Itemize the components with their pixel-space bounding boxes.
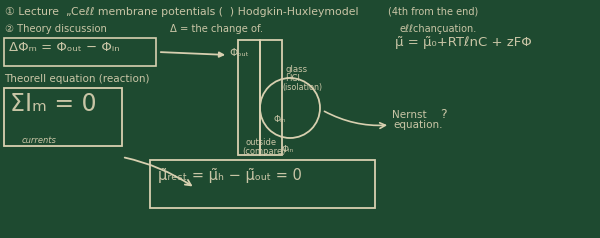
Text: currents: currents [22, 136, 57, 145]
Text: (4th from the end): (4th from the end) [388, 7, 478, 17]
Text: Theorell equation (reaction): Theorell equation (reaction) [4, 74, 149, 84]
Text: ?: ? [440, 108, 446, 121]
Text: (isolation): (isolation) [282, 83, 322, 92]
Bar [150, 160, 375, 208]
Text: outside: outside [246, 138, 277, 147]
Text: ② Theory discussion: ② Theory discussion [5, 24, 107, 34]
Text: Δ = the change of.: Δ = the change of. [170, 24, 263, 34]
Text: (compare): (compare) [242, 147, 286, 156]
Text: Φᵢₙ: Φᵢₙ [274, 115, 286, 124]
Bar [4, 88, 122, 146]
Bar [238, 40, 260, 155]
Text: μ̃ᵣₑₛₜ = μ̃ₕ − μ̃ₒᵤₜ = 0: μ̃ᵣₑₛₜ = μ̃ₕ − μ̃ₒᵤₜ = 0 [158, 168, 302, 183]
Text: μ̃ = μ̃₀+RTℓnC + zFΦ: μ̃ = μ̃₀+RTℓnC + zFΦ [395, 36, 532, 49]
Text: Nernst: Nernst [392, 110, 427, 120]
Text: Φₒᵤₜ: Φₒᵤₜ [229, 48, 249, 58]
Text: equation.: equation. [393, 120, 443, 130]
Bar [260, 40, 282, 155]
Text: ① Lecture  „Ceℓℓ membrane potentials (  ) Hodgkin-Huxleymodel: ① Lecture „Ceℓℓ membrane potentials ( ) … [5, 7, 359, 17]
Text: HCl: HCl [285, 74, 300, 83]
Text: glass: glass [285, 65, 307, 74]
Text: ΣIₘ = 0: ΣIₘ = 0 [10, 92, 97, 116]
Text: Φᵢₙ: Φᵢₙ [282, 145, 294, 154]
Text: ΔΦₘ = Φₒᵤₜ − Φᵢₙ: ΔΦₘ = Φₒᵤₜ − Φᵢₙ [9, 41, 119, 54]
Bar [4, 38, 156, 66]
Text: eℓℓchançuation.: eℓℓchançuation. [400, 24, 477, 34]
